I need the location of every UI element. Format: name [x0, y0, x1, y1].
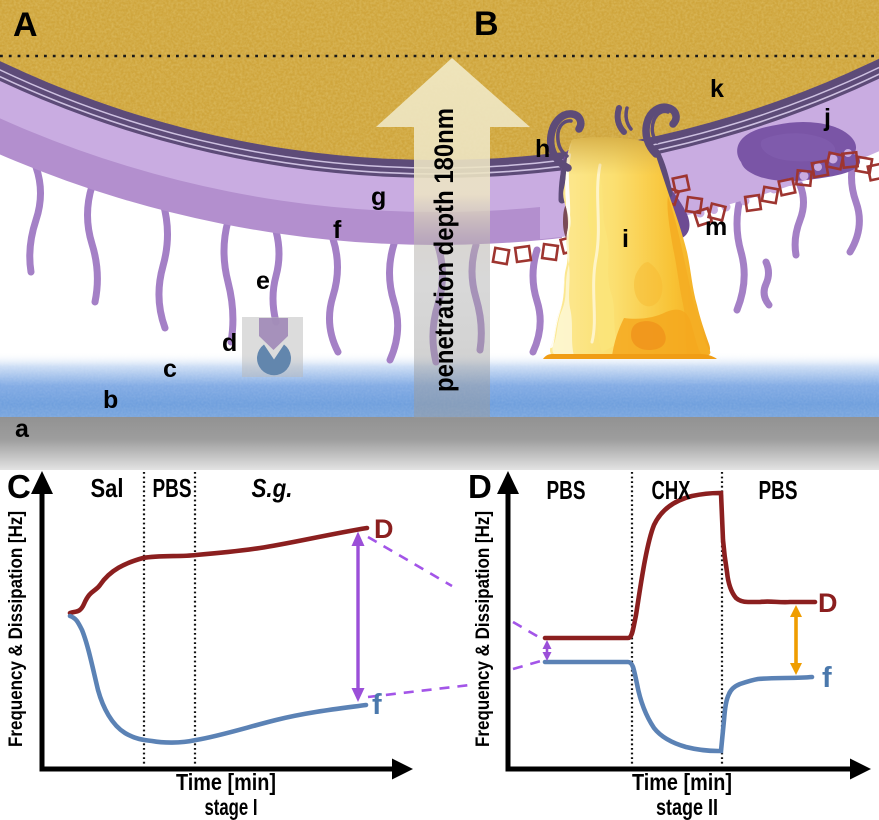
svg-text:i: i — [622, 225, 629, 253]
svg-text:c: c — [163, 355, 177, 383]
svg-text:PBS: PBS — [153, 473, 192, 503]
svg-text:k: k — [710, 75, 724, 103]
svg-text:PBS: PBS — [759, 475, 798, 505]
svg-text:Frequency & Dissipation [Hz]: Frequency & Dissipation [Hz] — [472, 511, 494, 747]
svg-text:stage II: stage II — [656, 794, 718, 820]
svg-text:Sal: Sal — [91, 473, 124, 503]
svg-text:Time [min]: Time [min] — [632, 769, 732, 795]
svg-text:a: a — [15, 415, 30, 443]
svg-text:B: B — [474, 5, 499, 43]
svg-text:Time [min]: Time [min] — [176, 769, 276, 795]
svg-text:g: g — [371, 183, 386, 211]
svg-text:C: C — [7, 468, 31, 505]
svg-text:penetration depth 180nm: penetration depth 180nm — [429, 108, 459, 392]
svg-text:S.g.: S.g. — [252, 473, 293, 503]
svg-text:stage I: stage I — [205, 794, 258, 820]
svg-text:D: D — [818, 588, 838, 618]
svg-text:f: f — [372, 689, 382, 721]
svg-text:D: D — [468, 468, 492, 505]
svg-text:d: d — [222, 329, 237, 357]
svg-text:m: m — [705, 213, 727, 241]
svg-text:A: A — [13, 6, 38, 44]
svg-text:b: b — [103, 386, 118, 414]
svg-text:f: f — [333, 216, 342, 244]
svg-text:f: f — [822, 662, 832, 694]
svg-text:PBS: PBS — [547, 475, 586, 505]
svg-text:CHX: CHX — [652, 475, 691, 505]
svg-text:h: h — [535, 135, 550, 163]
svg-text:D: D — [374, 514, 394, 544]
svg-text:e: e — [256, 267, 270, 295]
svg-text:j: j — [823, 104, 831, 132]
svg-text:Frequency & Dissipation [Hz]: Frequency & Dissipation [Hz] — [5, 511, 27, 747]
